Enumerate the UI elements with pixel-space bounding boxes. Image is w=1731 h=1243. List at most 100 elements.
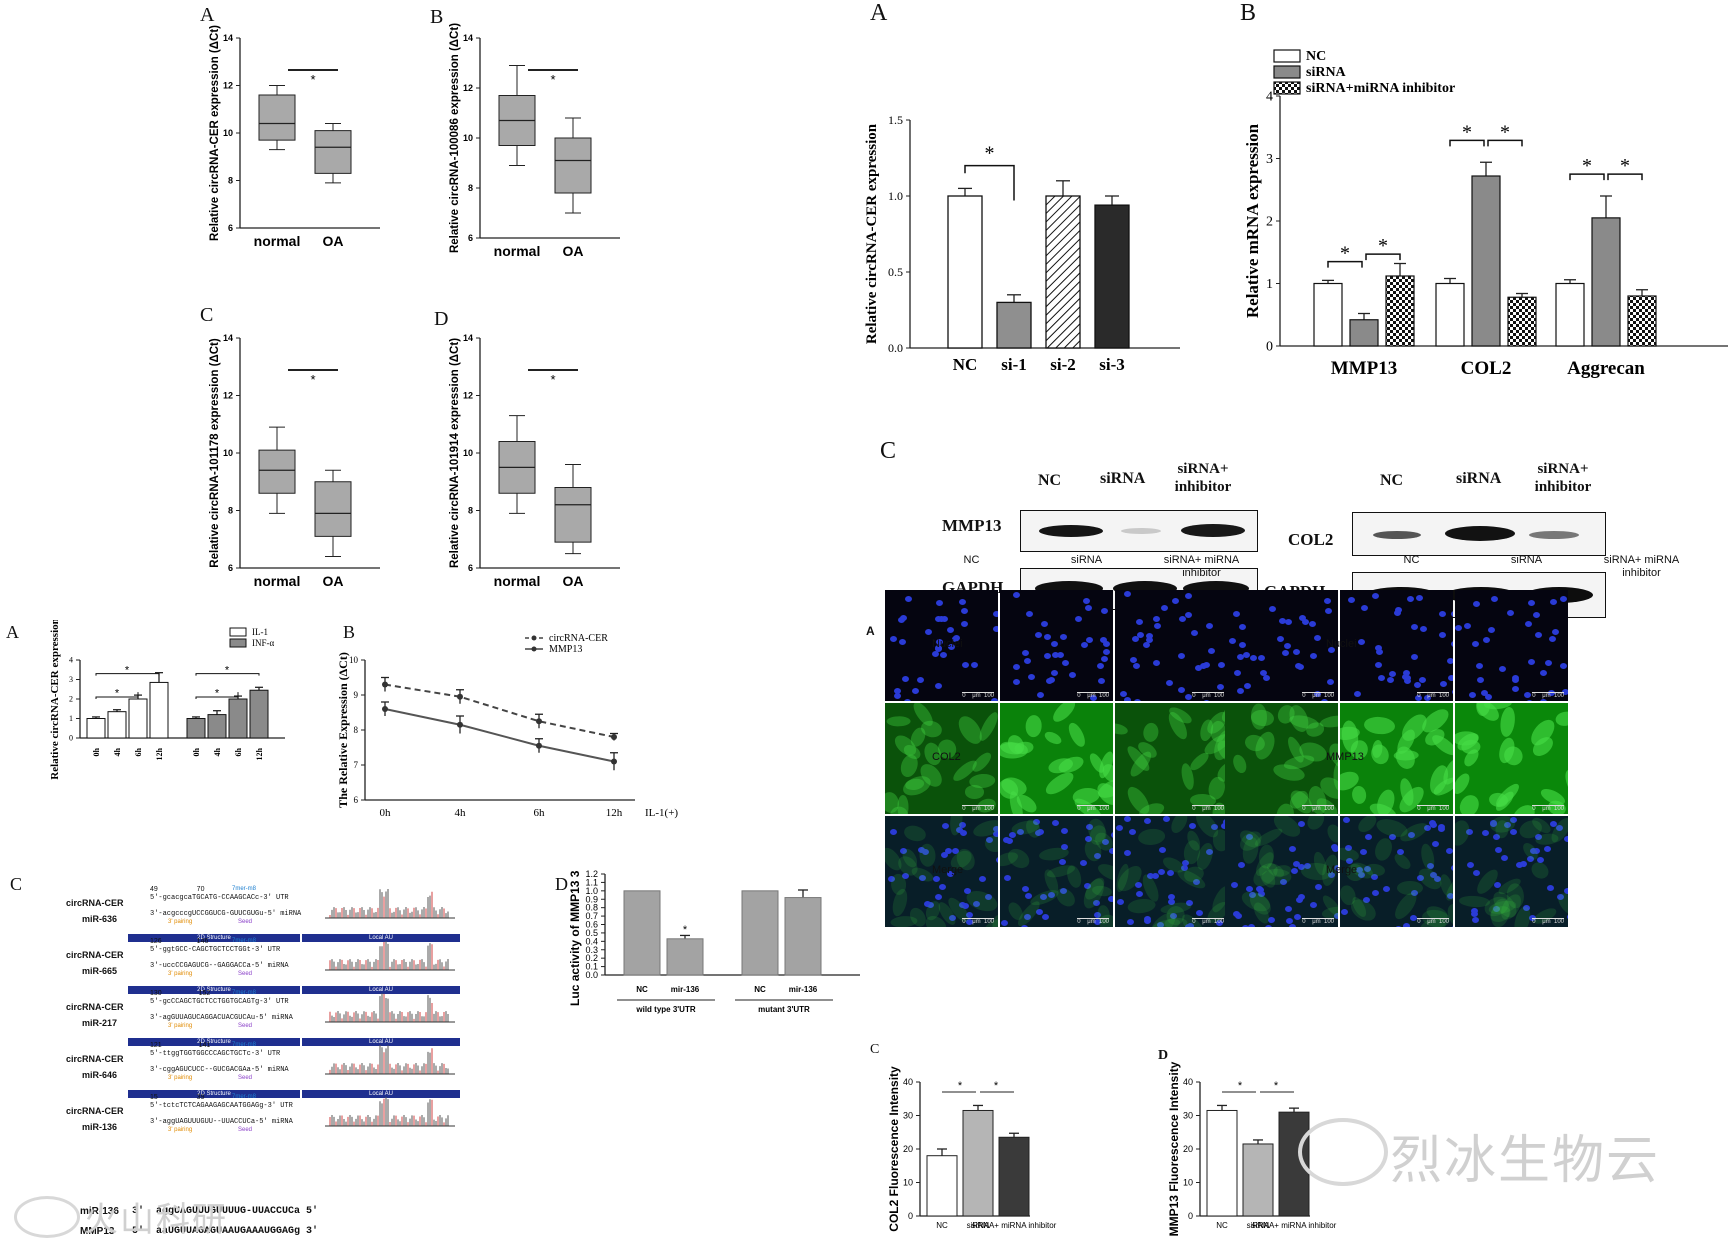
nucleus	[1068, 672, 1076, 679]
nucleus	[1544, 659, 1552, 666]
nucleus	[1345, 857, 1353, 864]
significance-bracket	[964, 164, 1015, 201]
cell-body	[1251, 728, 1278, 763]
micrograph: 0 μm 100	[1455, 816, 1568, 927]
panel-si-bars: A 0.0 0.5 1.0 1.5 Relative circRNA-CER expre…	[860, 0, 1190, 390]
bar	[1094, 204, 1130, 349]
nucleus	[1248, 891, 1256, 898]
nucleus	[1473, 600, 1481, 607]
seed-label: Seed	[238, 919, 253, 925]
nucleus	[1205, 623, 1213, 630]
blot-col-label: NC	[1380, 472, 1404, 489]
nucleus	[1085, 604, 1093, 611]
nucleus	[1100, 608, 1108, 614]
nucleus	[1135, 619, 1143, 626]
nucleus	[1308, 620, 1316, 627]
scale-bar-label: 0 μm 100	[962, 805, 994, 812]
nucleus	[1293, 861, 1301, 868]
panel-letter: A	[200, 4, 215, 26]
seq-top: 5'-ggtGCC-CAGCTGCTCCTGGt-3' UTR	[150, 946, 281, 954]
nucleus	[940, 652, 948, 659]
nucleus	[1044, 653, 1051, 660]
nucleus	[1166, 870, 1174, 876]
y-axis-label: COL2 Fluorescence Intensity	[887, 1066, 901, 1232]
y-tick-label: 10	[223, 448, 233, 458]
y-tick-label: 7	[354, 760, 359, 770]
bar	[1045, 195, 1081, 349]
nucleus	[889, 828, 897, 835]
nucleus	[1484, 694, 1492, 701]
nucleus	[1179, 615, 1187, 622]
nucleus	[953, 634, 961, 641]
nucleus	[1145, 632, 1153, 639]
micrograph: 0 μm 100	[885, 816, 998, 927]
y-tick-label: 10	[463, 448, 473, 458]
nucleus	[1446, 657, 1453, 664]
watermark-logo-right	[1298, 1118, 1388, 1186]
mirna-label: miR-136	[82, 1122, 118, 1132]
y-tick-label: 6	[228, 563, 233, 573]
data-point	[457, 721, 463, 728]
circrna-label: circRNA-CER	[66, 898, 124, 908]
nucleus	[1423, 695, 1431, 701]
nucleus	[1152, 660, 1160, 667]
micrograph: 0 μm 100	[1340, 590, 1453, 701]
grid-row-label: Merge	[932, 863, 964, 876]
x-tick-label: OA	[323, 233, 344, 249]
nucleus	[1090, 694, 1098, 701]
bar	[1471, 175, 1501, 347]
nucleus	[1235, 913, 1243, 920]
nucleus	[1566, 913, 1568, 920]
nucleus	[1132, 663, 1140, 670]
site-label: 7mer-m8	[232, 990, 257, 996]
nucleus	[1519, 860, 1527, 867]
x-tick-label: 0h	[380, 807, 392, 819]
nucleus	[1217, 662, 1225, 669]
y-tick-label: 8	[228, 176, 233, 186]
nucleus	[1003, 875, 1011, 882]
nucleus	[1110, 832, 1113, 838]
significance-bracket	[95, 692, 139, 699]
blot-col-label: siRNA+ inhibitor	[1534, 461, 1592, 495]
legend-label: circRNA-CER	[549, 633, 608, 644]
bar	[1349, 319, 1379, 347]
nucleus	[970, 662, 978, 669]
nucleus	[1024, 893, 1032, 900]
cell-body	[1304, 816, 1328, 833]
nucleus	[1041, 621, 1049, 628]
y-tick-label: 1.0	[585, 886, 598, 896]
nucleus	[965, 911, 973, 918]
box	[258, 449, 296, 494]
y-axis-label: Relative circRNA-100086 expression (ΔCt)	[449, 23, 461, 253]
nucleus	[1094, 918, 1101, 925]
nucleus	[1279, 617, 1287, 624]
nucleus	[961, 661, 969, 668]
nucleus	[973, 900, 981, 907]
nucleus	[1363, 865, 1371, 872]
x-tick-label: OA	[563, 243, 584, 259]
significance-star: *	[550, 372, 555, 387]
cell-body	[902, 823, 929, 844]
significance-star: *	[310, 72, 315, 87]
scale-bar-label: 0 μm 100	[1417, 918, 1449, 925]
significance-star: *	[1238, 1080, 1243, 1092]
grid-col-label: NC	[1403, 554, 1420, 566]
nucleus	[1372, 593, 1380, 600]
nucleus	[1002, 837, 1010, 844]
nucleus	[1012, 664, 1020, 671]
micrograph: 0 μm 100	[1000, 703, 1113, 814]
bar	[149, 681, 169, 739]
watermark-logo-left	[14, 1196, 80, 1238]
scale-bar-label: 0 μm 100	[1417, 692, 1449, 699]
nucleus	[1051, 819, 1059, 826]
nucleus	[893, 687, 901, 694]
pairing-label: 3' pairing	[168, 971, 193, 977]
nucleus	[1289, 924, 1297, 927]
nucleus	[960, 607, 968, 614]
x-tick-label: siRNA	[967, 1221, 990, 1230]
seq-top: 5'-ttggTGGTGGCCCAGCTGCTc-3' UTR	[150, 1050, 281, 1058]
nucleus	[1243, 682, 1251, 689]
